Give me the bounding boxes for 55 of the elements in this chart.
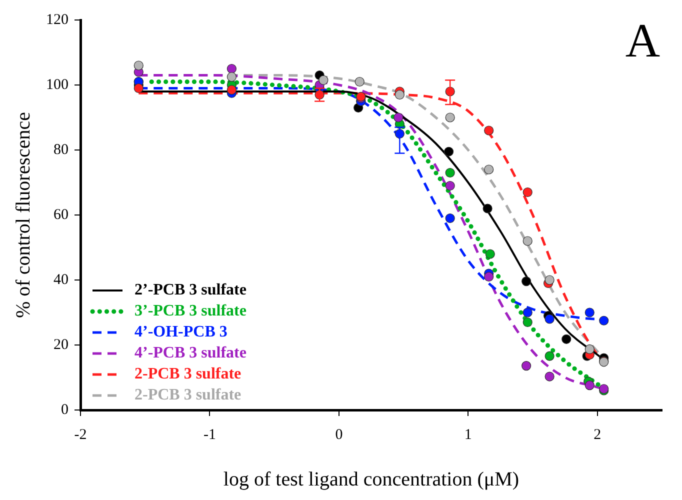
legend-label: 4’-OH-PCB 3 bbox=[134, 324, 228, 341]
point bbox=[482, 204, 492, 214]
point bbox=[485, 249, 495, 259]
point bbox=[318, 75, 328, 85]
y-tick-label: 40 bbox=[54, 272, 68, 288]
x-tick-label: 0 bbox=[335, 426, 343, 443]
point bbox=[522, 276, 532, 286]
point bbox=[484, 164, 494, 174]
point bbox=[544, 372, 554, 382]
point bbox=[544, 314, 554, 324]
point bbox=[444, 146, 454, 156]
point bbox=[584, 344, 594, 354]
legend-label: 2-PCB 3 sulfate bbox=[134, 386, 242, 404]
point bbox=[599, 316, 609, 326]
point bbox=[445, 168, 455, 178]
legend-label: 2’-PCB 3 sulfate bbox=[134, 282, 246, 299]
point bbox=[226, 64, 236, 74]
point bbox=[354, 76, 364, 87]
point bbox=[522, 187, 532, 198]
point bbox=[522, 236, 532, 246]
x-tick-label: 2 bbox=[594, 426, 602, 443]
point bbox=[484, 272, 494, 282]
point bbox=[522, 317, 532, 328]
legend-label: 2-PCB 3 sulfate bbox=[134, 366, 242, 383]
annotation: A bbox=[625, 14, 660, 68]
y-tick-label: 80 bbox=[54, 142, 68, 158]
point bbox=[584, 380, 594, 390]
x-tick-label: 1 bbox=[464, 426, 472, 443]
y-tick-label: 100 bbox=[46, 76, 68, 93]
point bbox=[584, 308, 594, 318]
point bbox=[226, 85, 236, 95]
x-tick-label: -2 bbox=[74, 426, 87, 443]
point bbox=[134, 83, 144, 94]
point bbox=[562, 334, 572, 344]
point bbox=[226, 72, 236, 82]
y-tick-label: 60 bbox=[54, 206, 68, 223]
y-tick-label: 120 bbox=[46, 12, 68, 28]
y-tick-label: 20 bbox=[54, 336, 68, 353]
point bbox=[445, 213, 455, 224]
point bbox=[445, 112, 455, 122]
point bbox=[445, 180, 455, 191]
y-axis-title: % of control fluorescence bbox=[12, 112, 34, 318]
x-axis-title: log of test ligand concentration (μM) bbox=[223, 468, 520, 490]
point bbox=[522, 361, 532, 371]
point bbox=[394, 112, 404, 122]
legend-label: 4’-PCB 3 sulfate bbox=[134, 344, 246, 362]
x-tick-label: -1 bbox=[203, 426, 216, 443]
point bbox=[522, 308, 532, 318]
point bbox=[544, 351, 554, 361]
point bbox=[484, 126, 494, 136]
y-tick-label: 0 bbox=[61, 402, 68, 418]
point bbox=[134, 60, 144, 70]
legend-label: 3’-PCB 3 sulfate bbox=[134, 302, 246, 320]
point bbox=[394, 90, 404, 100]
point bbox=[544, 275, 554, 285]
